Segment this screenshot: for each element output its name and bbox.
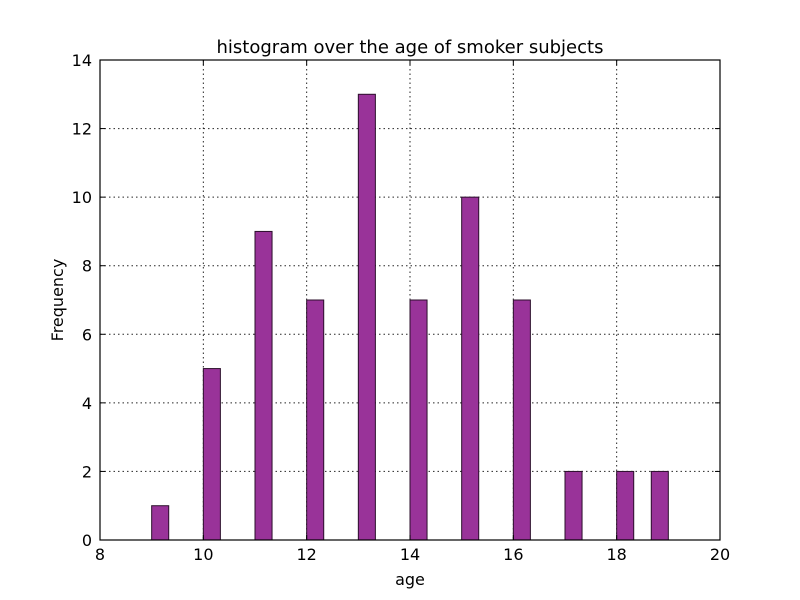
x-tick-label: 16 [503,545,523,564]
x-tick-label: 14 [400,545,420,564]
y-axis-label: Frequency [48,259,67,342]
bars [151,93,669,541]
y-tick-label: 4 [82,394,92,413]
y-tick-label: 6 [82,325,92,344]
histogram-bar [202,368,221,541]
histogram-bar [564,470,583,541]
histogram-bar [409,299,428,541]
histogram-bar [357,93,376,541]
y-tick-label: 14 [72,51,92,70]
histogram-bar [461,196,480,541]
histogram-bar [151,505,170,541]
x-tick-label: 10 [193,545,213,564]
chart-title: histogram over the age of smoker subject… [217,37,604,58]
x-tick-label: 12 [296,545,316,564]
y-tick-label: 8 [82,257,92,276]
histogram-bar [616,470,635,541]
histogram-bar [254,230,273,541]
histogram-bar [512,299,531,541]
x-axis-label: age [395,570,425,589]
y-tick-label: 2 [82,462,92,481]
histogram-bar [650,470,669,541]
y-tick-label: 0 [82,531,92,550]
y-tick-label: 12 [72,120,92,139]
x-tick-label: 20 [710,545,730,564]
histogram-bar [306,299,325,541]
y-tick-label: 10 [72,188,92,207]
x-tick-label: 8 [95,545,105,564]
ticks: 8 10 12 14 16 18 20 0 2 4 6 8 10 12 14 [72,51,731,564]
x-tick-label: 18 [606,545,626,564]
